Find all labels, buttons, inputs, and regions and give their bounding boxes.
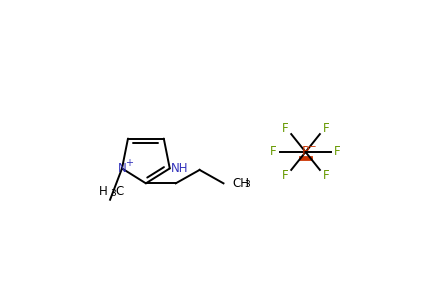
Text: F: F [282,169,289,182]
Text: N: N [118,162,127,175]
Text: +: + [124,158,133,168]
Text: 3: 3 [245,180,251,189]
Text: −: − [307,142,316,152]
Text: H: H [99,185,108,198]
Text: F: F [270,146,277,158]
Text: F: F [322,169,329,182]
Text: P: P [302,146,309,158]
Text: C: C [116,185,124,198]
Text: F: F [334,146,341,158]
Text: F: F [322,122,329,135]
Text: F: F [282,122,289,135]
Text: 3: 3 [110,189,116,198]
Text: CH: CH [233,177,249,190]
Text: NH: NH [171,162,189,175]
